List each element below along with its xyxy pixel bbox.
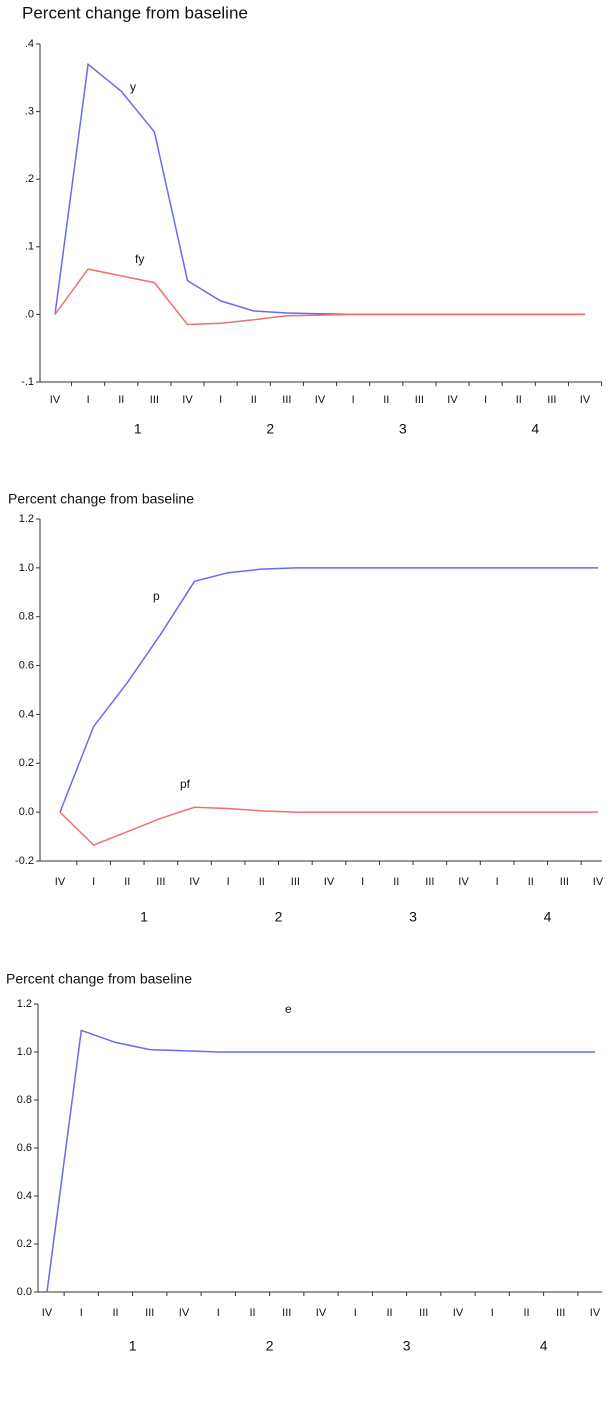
series-label: e — [285, 1002, 292, 1016]
x-tick-label: IV — [453, 1307, 464, 1319]
chart-title: Percent change from baseline — [8, 491, 194, 507]
y-tick-label: 0.6 — [19, 659, 34, 671]
chart-title: Percent change from baseline — [22, 3, 248, 22]
y-tick-label: .2 — [25, 173, 34, 185]
x-tick-label: IV — [590, 1307, 601, 1319]
year-label: 4 — [531, 421, 539, 437]
x-tick-label: II — [112, 1307, 118, 1319]
year-label: 2 — [275, 909, 283, 925]
x-tick-label: IV — [324, 876, 335, 888]
y-tick-label: .3 — [25, 106, 34, 118]
x-tick-label: IV — [182, 394, 193, 406]
y-tick-label: 1.0 — [17, 1046, 32, 1058]
y-tick-label: .4 — [25, 38, 34, 50]
series-line — [46, 1029, 595, 1293]
y-tick-label: 0.2 — [19, 757, 34, 769]
x-tick-label: I — [361, 876, 364, 888]
y-tick-label: 1.2 — [19, 513, 34, 525]
x-tick-label: I — [87, 394, 90, 406]
x-tick-label: I — [352, 394, 355, 406]
x-tick-label: III — [156, 876, 165, 888]
x-tick-label: III — [560, 876, 569, 888]
x-tick-label: III — [291, 876, 300, 888]
x-tick-label: II — [259, 876, 265, 888]
x-tick-label: III — [150, 394, 159, 406]
year-label: 3 — [399, 421, 407, 437]
series-label: pf — [180, 777, 191, 791]
y-tick-label: 0.4 — [19, 708, 34, 720]
x-tick-label: III — [282, 1307, 291, 1319]
year-label: 2 — [266, 421, 274, 437]
x-tick-label: II — [393, 876, 399, 888]
x-tick-label: IV — [50, 394, 61, 406]
x-tick-label: I — [217, 1307, 220, 1319]
x-tick-label: IV — [593, 876, 604, 888]
x-tick-label: II — [118, 394, 124, 406]
x-tick-label: IV — [316, 1307, 327, 1319]
year-label: 2 — [266, 1338, 274, 1354]
x-tick-label: II — [249, 1307, 255, 1319]
x-tick-label: II — [124, 876, 130, 888]
x-tick-label: I — [227, 876, 230, 888]
series-label: p — [153, 589, 160, 603]
y-tick-label: 1.0 — [19, 562, 34, 574]
x-tick-label: IV — [179, 1307, 190, 1319]
year-label: 1 — [134, 421, 142, 437]
x-tick-label: IV — [447, 394, 458, 406]
series-line — [59, 806, 598, 846]
year-label: 4 — [544, 909, 552, 925]
x-tick-label: I — [92, 876, 95, 888]
x-tick-label: II — [523, 1307, 529, 1319]
x-tick-label: III — [282, 394, 291, 406]
x-tick-label: III — [556, 1307, 565, 1319]
y-tick-label: -.1 — [21, 376, 34, 388]
x-tick-label: III — [145, 1307, 154, 1319]
y-tick-label: 1.2 — [17, 998, 32, 1010]
x-tick-label: III — [425, 876, 434, 888]
x-tick-label: I — [354, 1307, 357, 1319]
series-label: y — [130, 80, 136, 94]
x-tick-label: III — [415, 394, 424, 406]
y-tick-label: 0.8 — [19, 611, 34, 623]
year-label: 1 — [129, 1338, 137, 1354]
series-line — [54, 268, 585, 326]
x-tick-label: I — [80, 1307, 83, 1319]
year-label: 1 — [140, 909, 148, 925]
year-label: 3 — [403, 1338, 411, 1354]
y-tick-label: 0.4 — [17, 1190, 32, 1202]
y-tick-label: .1 — [25, 241, 34, 253]
x-tick-label: IV — [458, 876, 469, 888]
y-tick-label: 0.6 — [17, 1142, 32, 1154]
y-tick-label: 0.0 — [17, 1286, 32, 1298]
y-tick-label: 0.2 — [17, 1238, 32, 1250]
x-tick-label: IV — [189, 876, 200, 888]
x-tick-label: IV — [42, 1307, 53, 1319]
y-tick-label: -0.2 — [15, 855, 34, 867]
year-label: 4 — [540, 1338, 548, 1354]
x-tick-label: I — [496, 876, 499, 888]
x-tick-label: II — [528, 876, 534, 888]
x-tick-label: III — [547, 394, 556, 406]
x-tick-label: I — [491, 1307, 494, 1319]
x-tick-label: II — [386, 1307, 392, 1319]
x-tick-label: I — [219, 394, 222, 406]
y-tick-label: 0.8 — [17, 1094, 32, 1106]
series-line — [59, 567, 598, 813]
x-tick-label: II — [251, 394, 257, 406]
series-label: fy — [135, 252, 144, 266]
x-tick-label: IV — [315, 394, 326, 406]
x-tick-label: IV — [580, 394, 591, 406]
x-tick-label: I — [484, 394, 487, 406]
x-tick-label: II — [516, 394, 522, 406]
x-tick-label: III — [419, 1307, 428, 1319]
x-tick-label: II — [383, 394, 389, 406]
year-label: 3 — [409, 909, 417, 925]
y-tick-label: 0.0 — [19, 806, 34, 818]
chart-title: Percent change from baseline — [6, 971, 192, 987]
series-line — [54, 62, 585, 316]
x-tick-label: IV — [55, 876, 66, 888]
y-tick-label: .0 — [25, 308, 34, 320]
